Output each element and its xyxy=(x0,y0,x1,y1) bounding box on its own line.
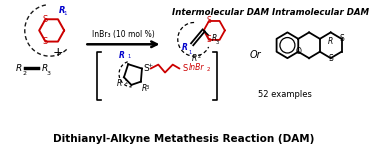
Text: InBr: InBr xyxy=(189,63,204,72)
Text: 2: 2 xyxy=(198,54,201,59)
Text: R: R xyxy=(59,6,65,15)
Text: R: R xyxy=(181,43,187,52)
Text: 1: 1 xyxy=(127,54,130,59)
Text: R: R xyxy=(142,84,147,93)
Text: R: R xyxy=(328,37,333,46)
Text: S: S xyxy=(182,64,187,73)
Text: Dithianyl-Alkyne Metathesis Reaction (DAM): Dithianyl-Alkyne Metathesis Reaction (DA… xyxy=(53,134,314,144)
Text: 1: 1 xyxy=(64,11,67,16)
Text: 3: 3 xyxy=(146,85,149,90)
Text: 2: 2 xyxy=(206,67,210,72)
Text: Or: Or xyxy=(250,50,262,60)
Text: R: R xyxy=(192,54,197,63)
Text: S: S xyxy=(43,15,48,24)
Text: S: S xyxy=(339,34,344,43)
Text: 1: 1 xyxy=(188,50,192,55)
Text: R: R xyxy=(42,64,48,73)
Text: S: S xyxy=(207,17,211,25)
Text: 3: 3 xyxy=(215,40,218,45)
Text: R: R xyxy=(15,64,22,73)
Text: 3: 3 xyxy=(47,71,51,76)
Text: 52 examples: 52 examples xyxy=(257,90,311,99)
Text: +: + xyxy=(53,46,64,59)
Text: O: O xyxy=(295,47,301,56)
Text: S: S xyxy=(143,64,149,73)
Text: S: S xyxy=(207,35,211,44)
Text: S: S xyxy=(328,54,333,63)
Text: 2: 2 xyxy=(125,80,128,85)
Text: S: S xyxy=(43,37,48,46)
Text: R: R xyxy=(211,34,217,43)
Text: 2: 2 xyxy=(23,71,27,76)
Text: Intramolecular DAM: Intramolecular DAM xyxy=(271,8,369,17)
Text: InBr₃ (10 mol %): InBr₃ (10 mol %) xyxy=(92,30,155,39)
Text: R: R xyxy=(117,79,122,88)
Text: Intermolecular DAM: Intermolecular DAM xyxy=(172,8,269,17)
Text: +: + xyxy=(148,63,153,68)
Text: R: R xyxy=(118,51,124,60)
